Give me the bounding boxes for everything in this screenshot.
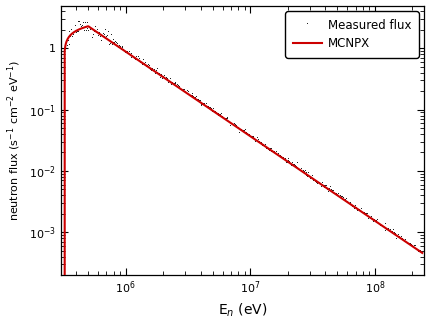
- MCNPX: [126, 51, 131, 55]
- Measured flux: [321, 184, 326, 188]
- X-axis label: E$_n$ (eV): E$_n$ (eV): [218, 302, 267, 319]
- Measured flux: [105, 30, 111, 34]
- Measured flux: [77, 20, 82, 24]
- MCNPX: [86, 24, 91, 28]
- MCNPX: [154, 71, 160, 75]
- Line: MCNPX: MCNPX: [64, 26, 422, 325]
- Y-axis label: neutron flux (s$^{-1}$ cm$^{-2}$ eV$^{-1}$): neutron flux (s$^{-1}$ cm$^{-2}$ eV$^{-1…: [6, 60, 23, 221]
- MCNPX: [332, 191, 337, 195]
- Measured flux: [420, 251, 425, 254]
- MCNPX: [420, 251, 425, 255]
- MCNPX: [273, 151, 278, 155]
- Measured flux: [204, 105, 209, 109]
- Measured flux: [288, 162, 293, 166]
- Line: Measured flux: Measured flux: [63, 21, 423, 325]
- Measured flux: [179, 89, 184, 93]
- MCNPX: [301, 171, 307, 175]
- MCNPX: [224, 118, 229, 122]
- Legend: Measured flux, MCNPX: Measured flux, MCNPX: [286, 11, 418, 58]
- Measured flux: [323, 184, 328, 188]
